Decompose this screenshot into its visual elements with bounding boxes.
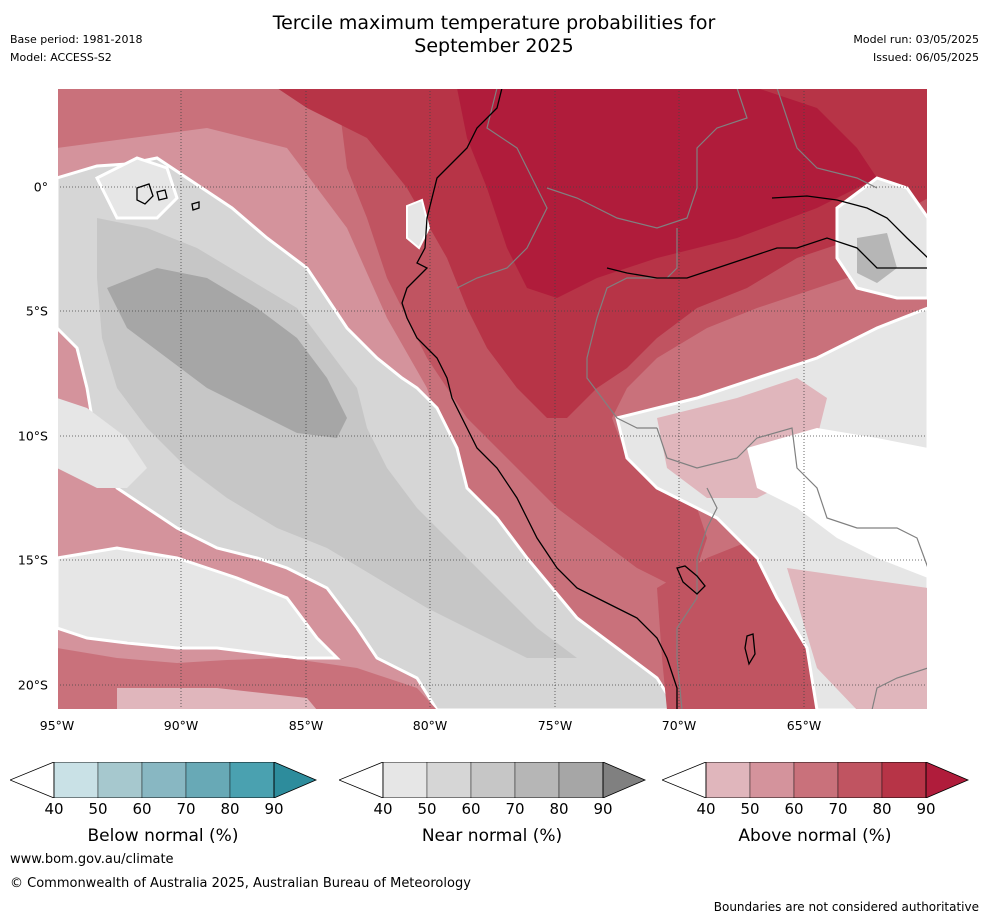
coastlines [136,88,928,710]
issued-date-text: Issued: 06/05/2025 [872,51,979,64]
model-name-text: Model: ACCESS-S2 [10,51,112,64]
base-period-text: Base period: 1981-2018 [10,33,143,46]
probability-map [57,88,928,710]
lat-tick-15s: 15°S [17,552,48,568]
title-line-2: September 2025 [414,35,574,57]
near-normal-label: Near normal (%) [421,826,563,846]
no-signal-east [747,428,928,578]
above-tick-90: 90 [916,800,936,818]
above-tick-40: 40 [696,800,716,818]
lon-tick-85w: 85°W [288,718,324,733]
lon-tick-80w: 80°W [412,718,448,733]
lat-tick-0: 0° [33,179,48,195]
footer-disclaimer: Boundaries are not considered authoritat… [713,900,979,914]
near-tick-50: 50 [417,800,437,818]
colorbar-above-normal [662,762,970,798]
below-tick-70: 70 [176,800,196,818]
below-tick-50: 50 [88,800,108,818]
near-normal-80 [107,268,347,438]
colorbar-below-normal [10,762,318,798]
below-normal-label: Below normal (%) [87,826,239,846]
title-line-1: Tercile maximum temperature probabilitie… [272,12,716,34]
above-tick-50: 50 [740,800,760,818]
below-tick-40: 40 [44,800,64,818]
below-tick-80: 80 [220,800,240,818]
footer-url[interactable]: www.bom.gov.au/climate [10,852,174,867]
country-borders [456,88,928,710]
above-tick-80: 80 [872,800,892,818]
near-normal-60-northeast [857,233,897,283]
above-tick-60: 60 [784,800,804,818]
footer-copyright: © Commonwealth of Australia 2025, Austra… [10,876,471,891]
lat-tick-20s: 20°S [17,677,48,693]
lon-tick-70w: 70°W [661,718,697,733]
lon-tick-90w: 90°W [163,718,199,733]
near-tick-60: 60 [461,800,481,818]
above-tick-70: 70 [828,800,848,818]
colorbar-near-normal [339,762,647,798]
map-frame [57,88,928,710]
below-tick-60: 60 [132,800,152,818]
near-tick-80: 80 [549,800,569,818]
lat-tick-10s: 10°S [17,428,48,444]
lon-tick-75w: 75°W [537,718,573,733]
model-run-text: Model run: 03/05/2025 [853,33,979,46]
lat-tick-5s: 5°S [25,303,48,319]
near-normal-coast-islet [406,198,431,250]
graticule [57,88,928,710]
above-90-core [457,88,877,298]
near-normal-40-w [57,398,147,488]
near-normal-40-sw [57,546,341,660]
near-tick-90: 90 [593,800,613,818]
map-title: Tercile maximum temperature probabilitie… [0,12,988,58]
near-tick-70: 70 [505,800,525,818]
below-tick-90: 90 [264,800,284,818]
lon-tick-65w: 65°W [786,718,822,733]
above-40-lower [117,688,317,710]
lon-tick-95w: 95°W [39,718,75,733]
above-normal-label: Above normal (%) [738,826,892,846]
above-40-southeast [787,568,928,710]
near-tick-40: 40 [373,800,393,818]
